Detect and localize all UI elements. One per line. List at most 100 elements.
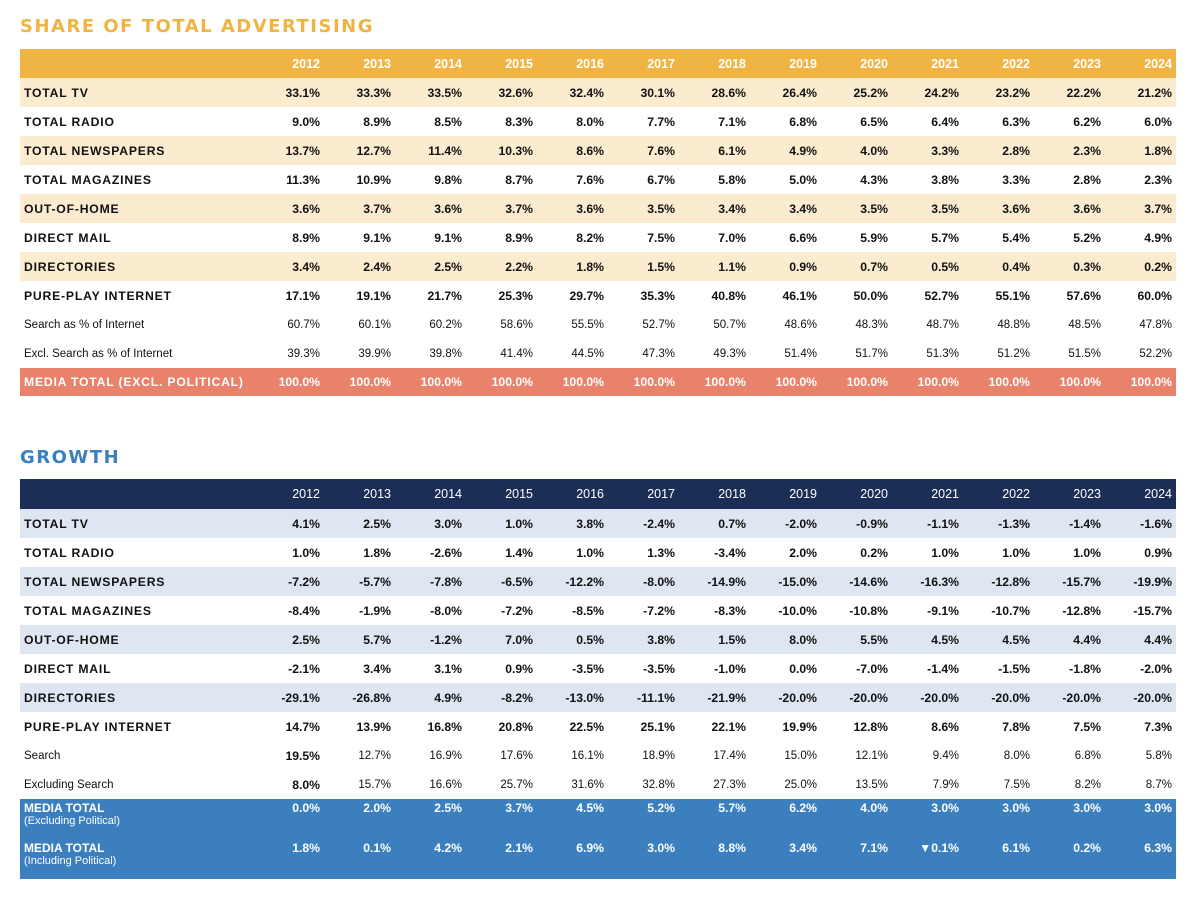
share-cell: 7.0% — [718, 230, 746, 245]
share-row-label: Excl. Search as % of Internet — [24, 347, 173, 360]
growth-cell: -1.0% — [714, 661, 746, 676]
growth-cell: -7.8% — [430, 574, 462, 589]
growth-year-header: 2020 — [821, 479, 892, 509]
share-section-title: SHARE OF TOTAL ADVERTISING — [20, 16, 374, 37]
growth-cell: 7.3% — [1144, 719, 1172, 734]
growth-cell: -12.8% — [1062, 603, 1101, 618]
growth-row-label: TOTAL TV — [24, 516, 89, 531]
growth-cell: 7.5% — [1003, 778, 1030, 791]
share-cell: 9.1% — [434, 230, 462, 245]
growth-year-header: 2015 — [466, 479, 537, 509]
growth-cell: 6.8% — [1074, 749, 1101, 762]
share-cell: 24.2% — [924, 85, 959, 100]
growth-cell: 25.1% — [640, 719, 675, 734]
growth-cell: -1.5% — [998, 661, 1030, 676]
growth-row-label: Excluding Search — [24, 778, 114, 791]
share-cell: 3.7% — [505, 201, 533, 216]
share-row: DIRECT MAIL 8.9% 9.1% 9.1% 8.9% 8.2% 7.5% 7.0% 6… — [20, 223, 1176, 252]
share-row: Excl. Search as % of Internet 39.3% 39.9% 3… — [20, 339, 1176, 368]
share-cell: 25.2% — [853, 85, 888, 100]
growth-cell: 0.0% — [789, 661, 817, 676]
share-year-header: 2016 — [537, 49, 608, 78]
growth-cell: -6.5% — [501, 574, 533, 589]
share-cell: 8.6% — [576, 143, 604, 158]
share-cell: 3.6% — [576, 201, 604, 216]
share-cell: 5.2% — [1073, 230, 1101, 245]
share-year-header: 2013 — [324, 49, 395, 78]
growth-total-cell: 1.8% — [292, 841, 320, 855]
growth-year-header: 2012 — [253, 479, 324, 509]
growth-cell: 9.4% — [932, 749, 959, 762]
share-total-cell: 100.0% — [633, 375, 675, 389]
growth-year-header: 2014 — [395, 479, 466, 509]
share-cell: 21.2% — [1137, 85, 1172, 100]
share-header-label — [20, 49, 253, 78]
share-cell: 0.2% — [1144, 259, 1172, 274]
growth-total-cell: 7.1% — [860, 841, 888, 855]
share-cell: 11.3% — [286, 172, 320, 187]
share-cell: 1.8% — [576, 259, 604, 274]
share-year-header: 2014 — [395, 49, 466, 78]
share-total-cell: 100.0% — [917, 375, 959, 389]
share-cell: 13.7% — [285, 143, 320, 158]
share-cell: 6.8% — [789, 114, 817, 129]
growth-cell: -15.0% — [778, 574, 817, 589]
share-cell: 7.7% — [647, 114, 675, 129]
share-row: TOTAL TV 33.1% 33.3% 33.5% 32.6% 32.4% 30.1% 28… — [20, 78, 1176, 107]
growth-cell: 1.0% — [1002, 545, 1030, 560]
share-cell: 26.4% — [782, 85, 817, 100]
growth-total-cell: 3.0% — [931, 801, 959, 815]
growth-cell: -8.5% — [572, 603, 604, 618]
share-cell: 48.3% — [855, 318, 888, 331]
growth-cell: 19.5% — [285, 748, 320, 763]
growth-total-cell: 8.8% — [718, 841, 746, 855]
share-cell: 6.5% — [860, 114, 888, 129]
share-cell: 12.7% — [356, 143, 391, 158]
share-cell: 3.4% — [718, 201, 746, 216]
growth-cell: 3.8% — [576, 516, 604, 531]
share-cell: 6.0% — [1144, 114, 1172, 129]
share-cell: 11.4% — [428, 143, 462, 158]
growth-cell: 0.9% — [505, 661, 533, 676]
share-year-header: 2019 — [750, 49, 821, 78]
share-cell: 2.5% — [434, 259, 462, 274]
share-cell: 5.7% — [931, 230, 959, 245]
share-cell: 6.2% — [1073, 114, 1101, 129]
share-cell: 33.5% — [427, 85, 462, 100]
growth-total-sublabel: (Excluding Political) — [24, 815, 120, 827]
share-cell: 3.6% — [1073, 201, 1101, 216]
share-year-header: 2024 — [1105, 49, 1176, 78]
growth-row-label: PURE-PLAY INTERNET — [24, 719, 172, 734]
share-cell: 2.8% — [1073, 172, 1101, 187]
growth-cell: 15.7% — [358, 778, 391, 791]
share-total-cell: 100.0% — [278, 375, 320, 389]
growth-cell: 32.8% — [642, 778, 675, 791]
growth-cell: -3.4% — [714, 545, 746, 560]
growth-section-title: GROWTH — [20, 447, 121, 468]
growth-cell: -14.9% — [707, 574, 746, 589]
growth-total-cell: 3.0% — [1002, 801, 1030, 815]
growth-total-cell: 6.3% — [1144, 841, 1172, 855]
growth-total-cell: 3.0% — [1073, 801, 1101, 815]
share-cell: 8.0% — [576, 114, 604, 129]
share-cell: 30.1% — [640, 85, 675, 100]
growth-row-label: TOTAL NEWSPAPERS — [24, 574, 166, 589]
share-year-header: 2022 — [963, 49, 1034, 78]
share-cell: 3.5% — [860, 201, 888, 216]
share-row-label: TOTAL MAGAZINES — [24, 172, 152, 187]
growth-cell: -20.0% — [849, 690, 888, 705]
growth-cell: 4.1% — [292, 516, 320, 531]
growth-cell: 5.5% — [860, 632, 888, 647]
growth-total-label-cell: MEDIA TOTAL (Excluding Political) — [20, 799, 253, 839]
growth-cell: -7.0% — [856, 661, 888, 676]
growth-total-cell: 4.0% — [860, 801, 888, 815]
share-cell: 51.7% — [855, 347, 888, 360]
share-cell: 6.3% — [1002, 114, 1030, 129]
share-cell: 47.3% — [642, 347, 675, 360]
growth-cell: 8.2% — [1074, 778, 1101, 791]
growth-row: DIRECT MAIL -2.1% 3.4% 3.1% 0.9% -3.5% -3.5% -1… — [20, 654, 1176, 683]
growth-cell: 27.3% — [713, 778, 746, 791]
growth-cell: 20.8% — [498, 719, 533, 734]
share-cell: 39.3% — [287, 347, 320, 360]
growth-total-cell: 2.0% — [363, 801, 391, 815]
